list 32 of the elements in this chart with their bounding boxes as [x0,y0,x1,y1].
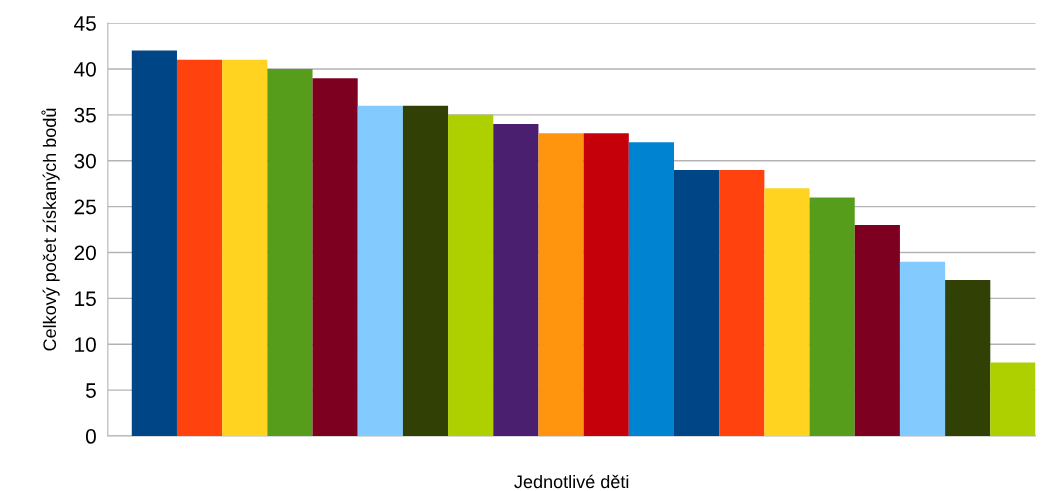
y-tick-label: 30 [74,153,96,169]
y-axis-title: Celkový počet získaných bodů [41,108,60,351]
bar [493,124,539,437]
bar [448,114,494,437]
bar [628,142,675,437]
bar [222,59,268,437]
bar [176,59,223,437]
bar [131,50,177,437]
y-tick-label: 15 [75,291,96,307]
bar [402,105,449,437]
bar [809,197,855,437]
bar [719,169,765,437]
y-tick-label: 20 [74,245,96,261]
bar [945,280,991,437]
bar [312,78,358,437]
bar [538,133,584,437]
y-tick-label: 0 [85,429,96,444]
y-tick-label: 10 [75,337,96,352]
bar [357,105,403,437]
y-tick-label: 45 [74,16,96,31]
x-axis-title: Jednotlivé děti [514,474,629,489]
bar [674,169,720,437]
bar [764,188,810,437]
y-tick-label: 40 [74,61,96,77]
bar [583,133,629,437]
bar [899,261,946,437]
y-tick-label: 25 [74,199,96,215]
y-tick-label: 35 [74,107,96,123]
bar [267,68,313,437]
bar [990,362,1036,437]
bar [854,224,900,437]
y-tick-label: 5 [85,383,96,398]
